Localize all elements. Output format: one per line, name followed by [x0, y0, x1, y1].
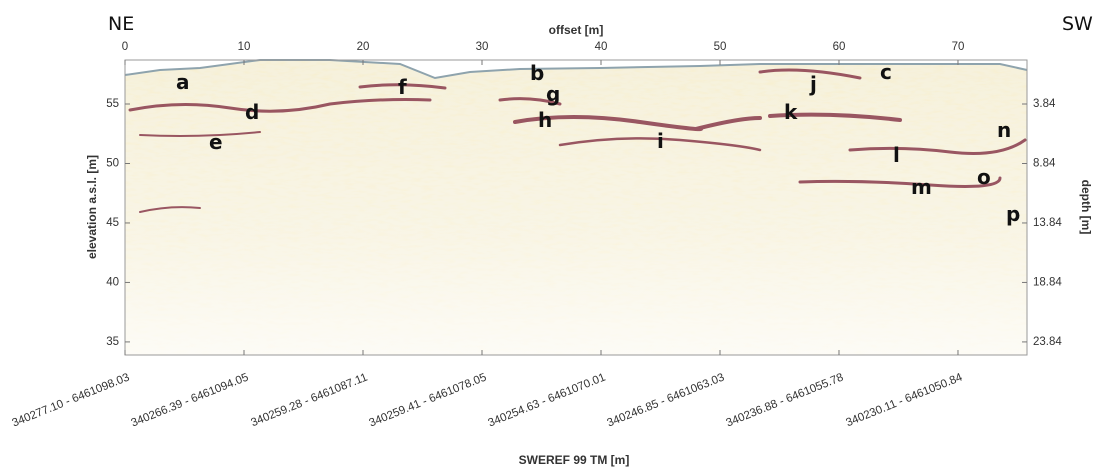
- radargram: [124, 59, 1028, 356]
- annotation-label: n: [997, 118, 1011, 142]
- y2-tick-label: 13.84: [1033, 217, 1062, 229]
- y-tick-label: 40: [106, 276, 119, 288]
- y-axis-label: elevation a.s.l. [m]: [85, 155, 99, 259]
- x2-tick-label: 340230.11 - 6461050.84: [844, 371, 964, 429]
- annotation-label: d: [245, 100, 259, 124]
- x2-tick-label: 340277.10 - 6461098.03: [11, 371, 132, 429]
- annotation-label: e: [209, 130, 223, 154]
- x-tick-label: 20: [357, 41, 370, 53]
- x-tick-label: 0: [122, 41, 128, 53]
- annotation-label: o: [977, 165, 991, 189]
- annotation-label: k: [784, 100, 798, 124]
- x2-tick-label: 340254.63 - 6461070.01: [487, 371, 608, 429]
- annotation-label: m: [911, 175, 932, 199]
- y2-axis-label: depth [m]: [1079, 180, 1093, 235]
- ground-surface: [124, 59, 1028, 80]
- x-axis-label: offset [m]: [549, 23, 604, 37]
- y-tick-label: 45: [106, 217, 119, 229]
- annotation-label: c: [880, 60, 892, 84]
- corner-label: NE: [108, 13, 134, 35]
- air-mask: [125, 60, 1027, 78]
- x2-tick-label: 340266.39 - 6461094.05: [130, 371, 251, 429]
- x-tick-label: 30: [476, 41, 489, 53]
- annotation-label: g: [546, 82, 560, 106]
- y2-tick-label: 3.84: [1033, 98, 1056, 110]
- y-tick-label: 50: [106, 158, 119, 170]
- x-tick-label: 70: [952, 41, 965, 53]
- y2-tick-label: 23.84: [1033, 336, 1062, 348]
- x2-tick-label: 340259.28 - 6461087.11: [249, 371, 369, 429]
- annotation-label: j: [809, 72, 817, 96]
- y-tick-label: 35: [106, 336, 119, 348]
- y2-tick-label: 8.84: [1033, 158, 1056, 170]
- reflectors: [128, 68, 1027, 213]
- x-tick-label: 10: [238, 41, 251, 53]
- annotation-label: l: [893, 143, 900, 167]
- annotation-label: h: [538, 108, 552, 132]
- annotation-label: f: [398, 75, 407, 99]
- plot-frame: [124, 59, 1028, 356]
- x2-tick-label: 340246.85 - 6461063.03: [606, 371, 727, 429]
- x-tick-label: 40: [595, 41, 608, 53]
- annotation-label: b: [530, 61, 544, 85]
- x2-tick-label: 340236.88 - 6461055.78: [725, 371, 846, 429]
- texture-fade: [125, 60, 1027, 355]
- y2-tick-label: 18.84: [1033, 276, 1062, 288]
- annotation-label: a: [176, 70, 190, 94]
- x-tick-label: 50: [714, 41, 727, 53]
- x2-axis-label: SWEREF 99 TM [m]: [519, 453, 630, 467]
- annotation-label: i: [657, 129, 664, 153]
- annotation-label: p: [1006, 202, 1020, 226]
- y-tick-label: 55: [106, 98, 119, 110]
- corner-label: SW: [1062, 13, 1093, 35]
- x-tick-label: 60: [833, 41, 846, 53]
- x2-tick-label: 340259.41 - 6461078.05: [368, 371, 489, 429]
